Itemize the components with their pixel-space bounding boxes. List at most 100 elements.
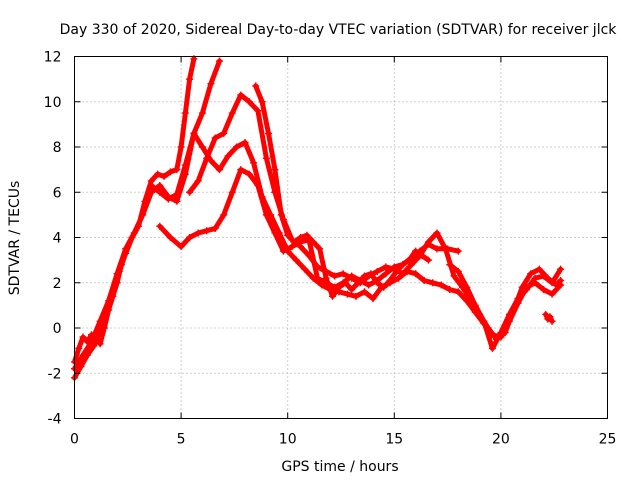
data-point	[290, 238, 298, 246]
data-point	[540, 286, 548, 294]
grid-lines	[74, 56, 608, 419]
data-point	[173, 191, 181, 199]
data-point	[288, 243, 296, 251]
data-point	[316, 245, 324, 253]
data-point	[303, 231, 311, 239]
data-point	[105, 306, 113, 314]
data-point	[301, 265, 309, 273]
x-tick-label: 0	[70, 432, 79, 448]
series-line	[72, 56, 197, 381]
data-point	[339, 270, 347, 278]
data-point	[424, 256, 432, 264]
data-point	[348, 286, 356, 294]
data-point	[531, 274, 539, 282]
data-point	[211, 134, 219, 142]
data-point	[441, 245, 449, 253]
data-point	[382, 263, 390, 271]
data-point	[407, 261, 415, 269]
data-point	[254, 107, 262, 115]
data-point	[360, 272, 368, 280]
data-point	[215, 166, 223, 174]
y-tick-label: 8	[53, 140, 62, 156]
data-point	[433, 229, 441, 237]
series-track-6	[252, 82, 432, 300]
axis-ticks	[74, 56, 608, 419]
data-point	[228, 188, 236, 196]
data-point	[198, 109, 206, 117]
data-point	[267, 211, 275, 219]
chart-title: Day 330 of 2020, Sidereal Day-to-day VTE…	[60, 22, 618, 38]
data-point	[418, 252, 426, 260]
data-point	[354, 279, 362, 287]
data-point	[224, 152, 232, 160]
data-point	[284, 247, 292, 255]
data-point	[164, 195, 172, 203]
data-point	[237, 166, 245, 174]
data-point	[173, 166, 181, 174]
data-point	[522, 286, 530, 294]
data-point	[203, 154, 211, 162]
data-point	[198, 143, 206, 151]
data-point	[190, 129, 198, 137]
data-point	[277, 211, 285, 219]
data-point	[177, 143, 185, 151]
data-point	[365, 281, 373, 289]
data-point	[207, 80, 215, 88]
data-point	[505, 310, 513, 318]
data-point	[314, 263, 322, 271]
data-point	[424, 238, 432, 246]
data-point	[181, 161, 189, 169]
data-point	[160, 172, 168, 180]
data-point	[186, 188, 194, 196]
data-point	[514, 295, 522, 303]
data-point	[450, 272, 458, 280]
series-track-7	[71, 261, 125, 366]
data-point	[373, 267, 381, 275]
data-point	[296, 234, 304, 241]
data-point	[369, 295, 377, 303]
data-point	[220, 211, 228, 219]
data-point	[245, 98, 253, 106]
data-point	[228, 109, 236, 117]
data-point	[546, 313, 554, 321]
series-track-1	[71, 55, 198, 382]
y-tick-label: 6	[53, 185, 62, 201]
series-line	[72, 58, 222, 372]
data-point	[399, 270, 407, 278]
data-point	[552, 281, 560, 289]
data-point	[96, 340, 104, 348]
data-point	[203, 227, 211, 235]
data-point	[542, 310, 550, 318]
data-point	[540, 272, 548, 280]
data-point	[186, 234, 194, 241]
series-line	[148, 130, 564, 340]
data-point	[471, 301, 479, 309]
data-point	[480, 317, 488, 325]
data-point	[181, 109, 189, 117]
series-track-8	[446, 261, 565, 352]
y-tick-labels: -4 -2 0 2 4 6 8 10 12	[44, 50, 62, 428]
data-point	[420, 276, 428, 284]
data-point	[215, 57, 223, 65]
data-point	[92, 335, 100, 343]
data-point	[548, 317, 556, 325]
y-tick-label: 10	[44, 95, 62, 111]
data-point	[348, 274, 356, 282]
data-point	[322, 274, 330, 282]
data-point	[454, 247, 462, 255]
data-point	[83, 338, 91, 346]
y-tick-label: -2	[48, 366, 62, 382]
data-point	[262, 154, 270, 162]
data-point	[75, 344, 83, 352]
data-point	[296, 243, 304, 251]
series-line	[72, 262, 124, 365]
data-point	[79, 351, 87, 359]
data-point	[335, 283, 343, 291]
data-point	[557, 276, 565, 284]
data-point	[258, 98, 266, 106]
data-point	[360, 288, 368, 296]
data-point	[548, 279, 556, 287]
data-point	[305, 252, 313, 260]
data-point	[557, 265, 565, 273]
data-point	[211, 224, 219, 232]
